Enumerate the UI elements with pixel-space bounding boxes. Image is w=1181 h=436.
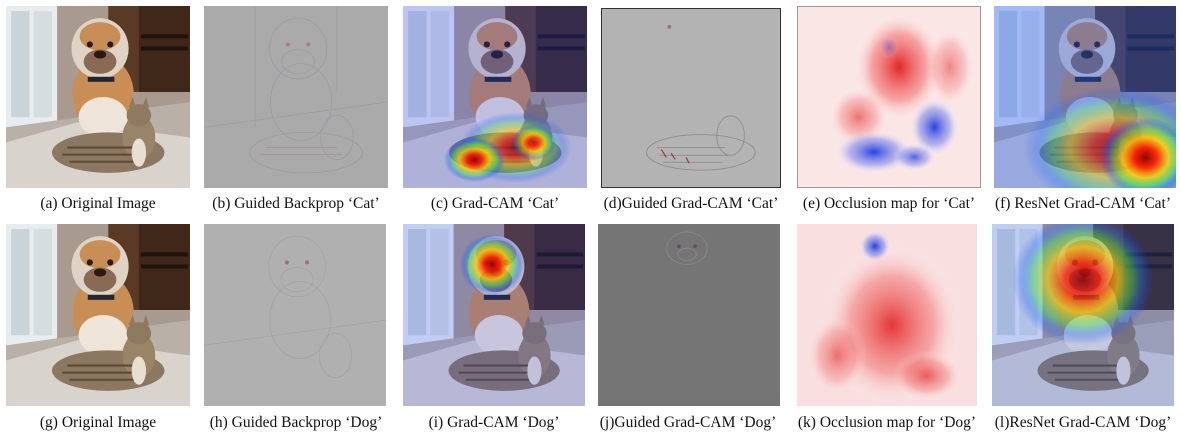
guided-backprop-cat-image [204, 6, 388, 188]
caption-c: (c) Grad-CAM ‘Cat’ [430, 195, 560, 212]
caption-h: (h) Guided Backprop ‘Dog’ [209, 414, 383, 431]
guided-backprop-dog-image [204, 224, 386, 406]
original-image-cat-photo [6, 6, 190, 188]
caption-b: (b) Guided Backprop ‘Cat’ [212, 195, 380, 212]
grad-cam-dog-image [403, 224, 585, 406]
guided-grad-cam-cat-image [601, 8, 781, 188]
caption-e: (e) Occlusion map for ‘Cat’ [802, 195, 976, 212]
caption-a: (a) Original Image [40, 195, 156, 212]
caption-j: (j)Guided Grad-CAM ‘Dog’ [599, 414, 777, 431]
grad-cam-cat-image [403, 6, 587, 188]
resnet-grad-cam-cat-image [994, 6, 1176, 188]
caption-f: (f) ResNet Grad-CAM ‘Cat’ [994, 195, 1172, 212]
caption-d: (d)Guided Grad-CAM ‘Cat’ [603, 195, 779, 212]
caption-l: (l)ResNet Grad-CAM ‘Dog’ [994, 414, 1172, 431]
caption-i: (i) Grad-CAM ‘Dog’ [428, 414, 560, 431]
original-image-dog-photo [6, 224, 190, 406]
guided-grad-cam-dog-image [598, 224, 780, 406]
resnet-grad-cam-dog-image [992, 224, 1174, 406]
caption-k: (k) Occlusion map for ‘Dog’ [797, 414, 977, 431]
occlusion-map-dog-image [797, 224, 977, 406]
caption-g: (g) Original Image [39, 414, 157, 431]
occlusion-map-cat-image [797, 6, 981, 188]
